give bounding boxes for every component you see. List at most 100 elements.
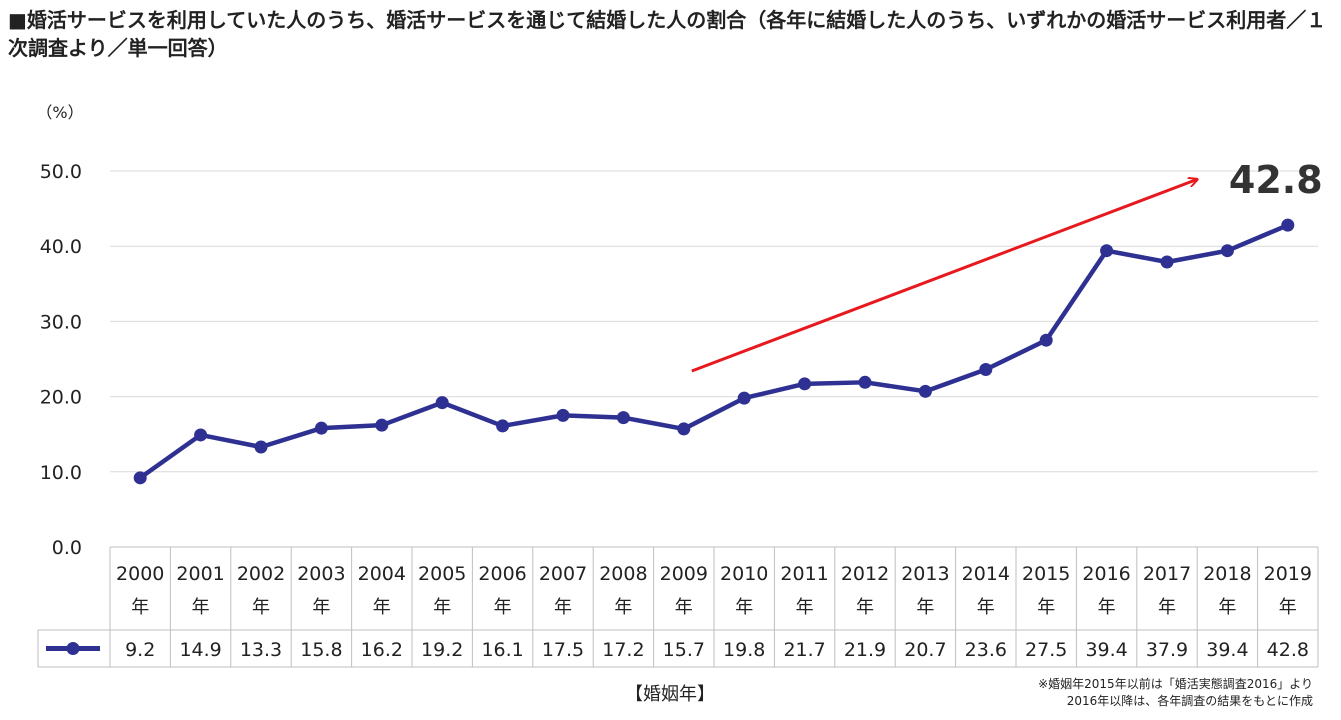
x-tick-label: 2019: [1264, 563, 1312, 585]
trend-arrow: [691, 179, 1198, 373]
x-tick-label: 2001: [176, 563, 224, 585]
data-point: [1100, 244, 1114, 258]
x-tick-suffix: 年: [1098, 597, 1116, 618]
data-point: [677, 422, 691, 436]
y-axis-tick-labels: 0.0 10.0 20.0 30.0 40.0 50.0: [40, 161, 82, 559]
x-tick-suffix: 年: [1279, 597, 1297, 618]
data-label: 16.1: [481, 639, 523, 661]
data-label: 27.5: [1025, 639, 1067, 661]
x-tick-suffix: 年: [554, 597, 572, 618]
x-tick-label: 2015: [1022, 563, 1070, 585]
data-point: [194, 428, 208, 442]
data-label: 15.8: [300, 639, 342, 661]
x-tick-label: 2002: [237, 563, 285, 585]
x-tick-suffix: 年: [494, 597, 512, 618]
data-label: 42.8: [1267, 639, 1309, 661]
x-tick-label: 2018: [1203, 563, 1251, 585]
data-point: [737, 391, 751, 405]
data-point: [918, 384, 932, 398]
x-tick-label: 2013: [901, 563, 949, 585]
x-tick-label: 2006: [478, 563, 526, 585]
data-label: 21.7: [783, 639, 825, 661]
data-label: 14.9: [179, 639, 221, 661]
x-tick-suffix: 年: [977, 597, 995, 618]
x-tick-label: 2008: [599, 563, 647, 585]
x-tick-label: 2005: [418, 563, 466, 585]
data-label: 21.9: [844, 639, 886, 661]
data-label: 39.4: [1206, 639, 1248, 661]
x-tick-label: 2012: [841, 563, 889, 585]
x-tick-label: 2007: [539, 563, 587, 585]
source-note-line-2: 2016年以降は、各年調査の結果をもとに作成: [1066, 694, 1313, 708]
data-point: [496, 419, 510, 433]
data-point: [435, 396, 449, 410]
x-tick-label: 2010: [720, 563, 768, 585]
x-tick-label: 2003: [297, 563, 345, 585]
data-label: 13.3: [240, 639, 282, 661]
series-path: [138, 223, 1289, 480]
x-tick-label: 2000: [116, 563, 164, 585]
x-tick-label: 2016: [1082, 563, 1130, 585]
x-tick-suffix: 年: [675, 597, 693, 618]
gridlines: [110, 170, 1318, 473]
data-label: 37.9: [1146, 639, 1188, 661]
data-point: [858, 375, 872, 389]
data-point: [616, 411, 630, 425]
x-axis-title: 【婚姻年】: [625, 684, 715, 705]
data-label: 19.8: [723, 639, 765, 661]
y-axis-unit-label: （%）: [36, 103, 83, 122]
data-label: 19.2: [421, 639, 463, 661]
data-point: [556, 408, 570, 422]
data-label: 16.2: [361, 639, 403, 661]
x-tick-suffix: 年: [252, 597, 270, 618]
data-point: [1039, 333, 1053, 347]
data-point: [1220, 244, 1234, 258]
source-note: ※婚姻年2015年以前は「婚活実態調査2016」より 2016年以降は、各年調査…: [1038, 676, 1313, 710]
legend-marker: [66, 642, 80, 655]
data-label: 39.4: [1085, 639, 1127, 661]
x-tick-suffix: 年: [1158, 597, 1176, 618]
data-point: [375, 418, 389, 432]
x-tick-label: 2017: [1143, 563, 1191, 585]
x-tick-suffix: 年: [1037, 597, 1055, 618]
data-point: [254, 440, 268, 454]
highlight-value-label: 42.8: [1229, 158, 1323, 202]
data-label: 23.6: [965, 639, 1007, 661]
data-label: 17.5: [542, 639, 584, 661]
x-tick-suffix: 年: [312, 597, 330, 618]
x-tick-suffix: 年: [131, 597, 149, 618]
x-tick-suffix: 年: [1218, 597, 1236, 618]
x-tick-label: 2009: [660, 563, 708, 585]
x-tick-suffix: 年: [735, 597, 753, 618]
data-label: 20.7: [904, 639, 946, 661]
data-point: [133, 471, 147, 485]
x-tick-suffix: 年: [614, 597, 632, 618]
y-tick-label: 50.0: [40, 161, 82, 183]
y-tick-label: 20.0: [40, 387, 82, 409]
data-point: [798, 377, 812, 391]
data-point: [1160, 255, 1174, 269]
y-tick-label: 30.0: [40, 311, 82, 333]
y-tick-label: 0.0: [52, 537, 82, 559]
chart-title: ■婚活サービスを利用していた人のうち、婚活サービスを通じて結婚した人の割合（各年…: [8, 8, 1327, 60]
data-point: [314, 421, 328, 435]
data-point: [1281, 218, 1295, 232]
x-tick-label: 2011: [780, 563, 828, 585]
data-label: 15.7: [663, 639, 705, 661]
x-tick-suffix: 年: [373, 597, 391, 618]
data-table: 2000 年 9.2 2001 年 14.9 2002 年 13.3 2003 年 15.8 2004 年…: [37, 546, 1319, 668]
source-note-line-1: ※婚姻年2015年以前は「婚活実態調査2016」より: [1038, 677, 1313, 691]
x-tick-suffix: 年: [433, 597, 451, 618]
x-tick-label: 2014: [962, 563, 1010, 585]
x-tick-suffix: 年: [856, 597, 874, 618]
x-tick-label: 2004: [358, 563, 406, 585]
x-tick-suffix: 年: [916, 597, 934, 618]
y-tick-label: 10.0: [40, 462, 82, 484]
x-tick-suffix: 年: [192, 597, 210, 618]
y-tick-label: 40.0: [40, 236, 82, 258]
data-point: [979, 363, 993, 377]
series-line: [133, 218, 1295, 485]
data-label: 17.2: [602, 639, 644, 661]
x-tick-suffix: 年: [796, 597, 814, 618]
